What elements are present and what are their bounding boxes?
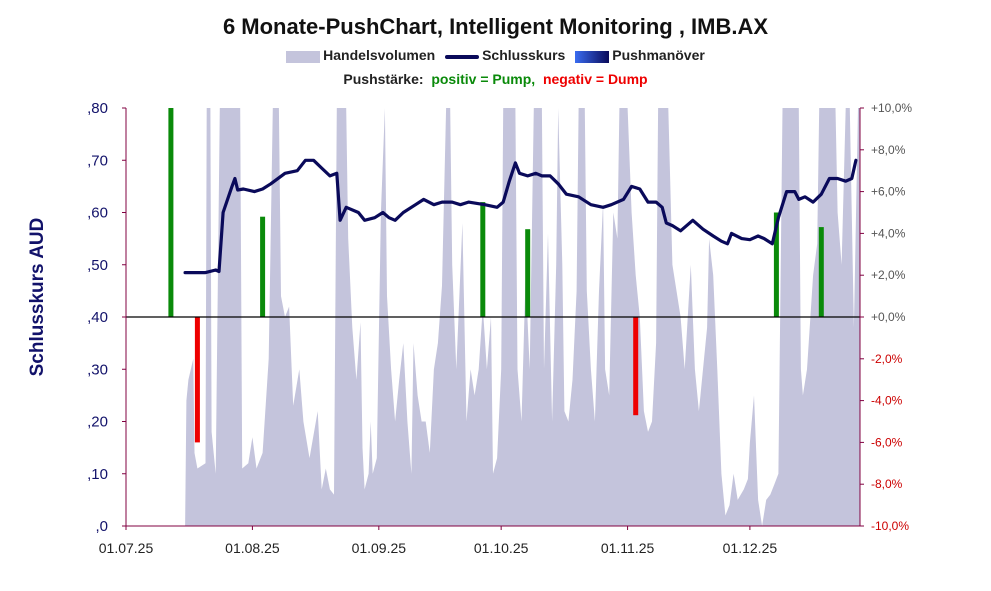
y-tick-label: ,30 — [87, 361, 108, 378]
y-tick-label: ,20 — [87, 414, 108, 431]
close-price-line — [183, 158, 858, 275]
legend-volume-label: Handelsvolumen — [323, 47, 436, 64]
y2-tick-label: +2,0% — [871, 268, 906, 282]
legend-push: Pushmanöver — [575, 47, 705, 63]
chart-title: 6 Monate-PushChart, Intelligent Monitori… — [222, 14, 769, 39]
push-bar-pump — [168, 108, 174, 317]
y2-tick-label: +4,0% — [871, 226, 906, 240]
y-tick-label: ,80 — [87, 100, 108, 117]
y-tick-label: ,60 — [87, 205, 108, 222]
y2-tick-label: -2,0% — [871, 352, 903, 366]
x-tick-label: 01.08.25 — [225, 540, 280, 556]
x-tick-label: 01.10.25 — [474, 540, 529, 556]
y2-tick-label: +0,0% — [871, 310, 906, 324]
push-bar-pump — [260, 216, 266, 317]
legend-volume-swatch — [286, 50, 321, 63]
y-tick-label: ,40 — [87, 309, 108, 326]
legend: Handelsvolumen Schlusskurs Pushmanöver — [0, 46, 991, 63]
push-bar-dump — [633, 317, 639, 416]
y-tick-label: ,50 — [87, 257, 108, 274]
legend-volume: Handelsvolumen — [286, 47, 435, 63]
push-legend-negative: negativ = Dump — [542, 71, 648, 87]
volume-area — [185, 108, 861, 526]
y2-tick-label: -8,0% — [871, 477, 903, 491]
y2-tick-label: +8,0% — [871, 143, 906, 157]
y-tick-label: ,70 — [87, 152, 108, 169]
y2-tick-label: -4,0% — [871, 394, 903, 408]
legend-push-swatch — [575, 50, 610, 63]
push-legend-prefix: Pushstärke: — [343, 71, 424, 87]
y2-tick-label: -10,0% — [871, 519, 909, 533]
push-bar-pump — [818, 227, 824, 317]
x-tick-label: 01.12.25 — [723, 540, 778, 556]
push-bar-pump — [480, 202, 486, 317]
y-tick-label: ,0 — [95, 518, 108, 535]
push-bar-pump — [773, 212, 779, 317]
legend-close-label: Schlusskurs — [482, 47, 566, 64]
y2-tick-label: -6,0% — [871, 435, 903, 449]
y2-tick-label: +6,0% — [871, 185, 906, 199]
push-bar-dump — [194, 317, 200, 443]
push-bar-pump — [525, 229, 531, 317]
x-tick-label: 01.09.25 — [352, 540, 407, 556]
legend-close-swatch — [445, 54, 480, 59]
legend-push-label: Pushmanöver — [612, 47, 705, 64]
push-strength-legend: Pushstärke: positiv = Pump, negativ = Du… — [0, 71, 991, 87]
x-tick-label: 01.11.25 — [601, 540, 655, 556]
legend-close: Schlusskurs — [445, 47, 565, 63]
x-tick-label: 01.07.25 — [99, 540, 154, 556]
y2-tick-label: +10,0% — [871, 101, 912, 115]
push-legend-positive: positiv = Pump, — [431, 71, 536, 87]
y-tick-label: ,10 — [87, 466, 108, 483]
